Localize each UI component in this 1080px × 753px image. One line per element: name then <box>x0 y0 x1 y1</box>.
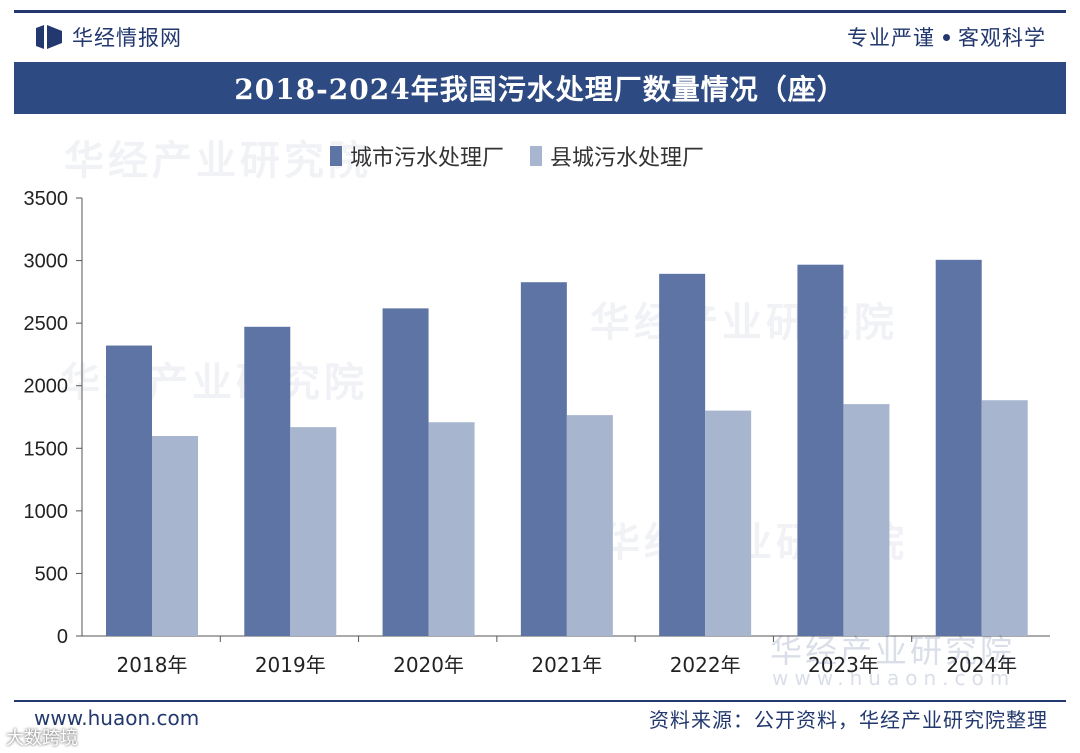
y-tick-label: 3000 <box>24 251 69 273</box>
bar-urban <box>106 345 152 636</box>
corner-watermark: 大数跨境 <box>6 728 78 749</box>
bar-county <box>428 422 475 636</box>
bar-urban <box>659 273 706 636</box>
y-tick-label: 1500 <box>24 438 69 460</box>
top-divider <box>14 10 1066 13</box>
x-tick-label: 2018年 <box>117 653 188 677</box>
bar-urban <box>935 259 982 636</box>
huajing-logo-icon <box>36 25 62 49</box>
slogan-right: 客观科学 <box>958 26 1046 50</box>
legend-item-county: 县城污水处理厂 <box>530 140 704 172</box>
title-bar: 2018-2024年我国污水处理厂数量情况（座） <box>14 62 1066 114</box>
y-tick-label: 500 <box>35 563 68 585</box>
slogan: 专业严谨 客观科学 <box>847 22 1046 52</box>
legend-swatch-urban <box>330 146 342 166</box>
bar-county <box>566 415 613 636</box>
brand: 华经情报网 <box>36 22 182 52</box>
x-tick-label: 2021年 <box>531 653 602 677</box>
legend: 城市污水处理厂 县城污水处理厂 <box>330 140 704 172</box>
bullet-dot-icon <box>943 33 950 41</box>
y-tick-label: 0 <box>57 626 68 648</box>
bar-county <box>981 400 1028 636</box>
y-tick-label: 1000 <box>24 501 69 523</box>
legend-item-urban: 城市污水处理厂 <box>330 140 504 172</box>
y-tick-label: 2000 <box>24 376 69 398</box>
legend-label-urban: 城市污水处理厂 <box>350 146 505 171</box>
y-tick-label: 3500 <box>24 188 69 210</box>
chart-watermark-url: www.huaon.com <box>772 666 1016 690</box>
slogan-left: 专业严谨 <box>847 26 935 50</box>
bar-county <box>290 427 337 636</box>
brand-name: 华经情报网 <box>72 26 182 50</box>
y-tick-label: 2500 <box>24 313 69 335</box>
bar-urban <box>244 326 291 636</box>
footer-url: www.huaon.com <box>34 706 200 730</box>
bar-county <box>705 410 752 636</box>
bar-county <box>152 436 198 636</box>
bar-urban <box>797 264 844 636</box>
x-tick-label: 2019年 <box>255 653 326 677</box>
x-tick-label: 2022年 <box>670 653 741 677</box>
legend-label-county: 县城污水处理厂 <box>550 146 705 171</box>
bar-chart: 0 500 1000 1500 2000 2500 3000 3500 2018年 2019年 20… <box>24 188 1050 677</box>
x-tick-label: 2020年 <box>393 653 464 677</box>
x-tick-label: 2024年 <box>946 653 1017 677</box>
bar-urban <box>382 308 429 636</box>
bar-urban <box>520 282 567 636</box>
x-tick-label: 2023年 <box>808 653 879 677</box>
legend-swatch-county <box>530 146 543 166</box>
background-watermark: 华经产业研究院 <box>64 138 372 184</box>
bar-county <box>843 404 890 636</box>
chart-title: 2018-2024年我国污水处理厂数量情况（座） <box>234 73 846 106</box>
footer-divider <box>14 700 1066 702</box>
chart-watermark-cn: 华经产业研究院 <box>770 632 1016 670</box>
footer-source: 资料来源：公开资料，华经产业研究院整理 <box>649 708 1048 732</box>
